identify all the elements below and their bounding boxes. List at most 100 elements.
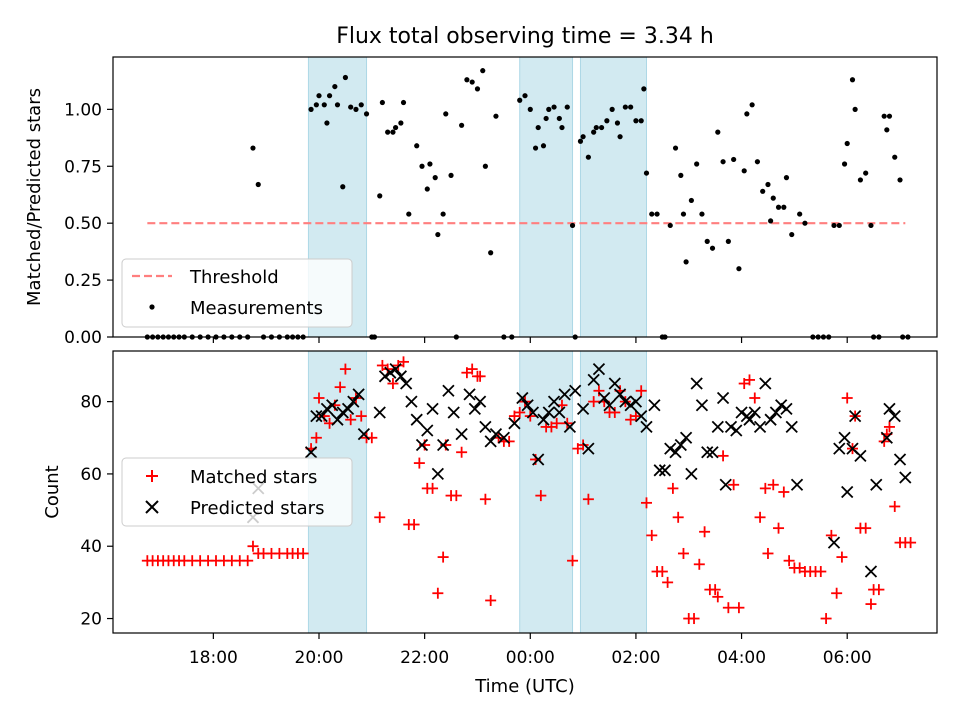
measurement-point <box>556 115 562 122</box>
measurement-point <box>863 170 869 176</box>
plot-frame-top <box>112 56 938 338</box>
predicted-star-point <box>463 388 476 401</box>
predicted-star-point <box>537 413 550 426</box>
predicted-star-point <box>576 402 590 415</box>
legend-bottom: Matched stars Predicted stars <box>121 457 353 527</box>
x-tick-label: 06:00 <box>823 648 872 668</box>
matched-star-point <box>820 613 832 625</box>
predicted-star-point <box>608 377 621 390</box>
measurement-point <box>754 159 761 165</box>
measurement-point <box>400 99 407 106</box>
matched-star-point <box>656 566 668 578</box>
predicted-star-point <box>743 413 756 426</box>
matched-star-point <box>609 406 621 418</box>
predicted-star-point <box>447 406 460 419</box>
measurement-point <box>725 238 731 244</box>
measurement-point <box>699 211 705 217</box>
measurement-point <box>897 177 903 183</box>
matched-star-point <box>310 432 322 444</box>
predicted-star-point <box>679 431 693 444</box>
measurement-point <box>432 175 438 181</box>
measurement-point <box>591 129 597 135</box>
measurement-point <box>836 222 842 229</box>
y-tick-label-top: 0.75 <box>64 157 102 177</box>
predicted-star-point <box>426 402 439 415</box>
observing-window-bottom-2 <box>579 350 647 634</box>
predicted-star-point <box>613 388 627 401</box>
measurement-point <box>797 211 803 217</box>
matched-star-point <box>413 457 425 469</box>
predicted-star-point <box>357 428 371 441</box>
measurement-point <box>517 97 523 103</box>
y-axis-label-top: Matched/Predicted stars <box>24 88 45 306</box>
legend-measurement-swatch <box>149 304 155 310</box>
matched-star-point <box>767 479 779 491</box>
matched-star-point <box>883 421 895 433</box>
matched-star-point <box>836 551 848 563</box>
measurement-point <box>435 231 441 238</box>
y-tick-label-top: 0.50 <box>64 214 102 234</box>
predicted-star-point <box>598 391 611 405</box>
x-tick-label: 22:00 <box>400 648 449 668</box>
measurement-point <box>831 222 837 229</box>
measurement-point <box>543 115 549 122</box>
measurement-point <box>783 175 790 181</box>
x-axis-label: Time (UTC) <box>474 676 575 697</box>
measurement-point <box>379 99 385 106</box>
predicted-star-point <box>841 485 854 499</box>
measurement-point <box>326 93 333 99</box>
matched-star-point <box>297 547 309 559</box>
chart-title: Flux total observing time = 3.34 h <box>336 24 714 49</box>
measurement-point <box>390 129 396 135</box>
measurement-point <box>604 118 610 124</box>
predicted-star-point <box>431 467 444 481</box>
predicted-star-point <box>880 431 893 444</box>
matched-star-point <box>334 381 346 393</box>
predicted-star-point <box>706 446 719 459</box>
y-tick-label-top: 0.00 <box>64 328 102 348</box>
measurement-point <box>852 106 858 112</box>
predicted-star-point <box>405 395 418 408</box>
matched-star-point <box>865 598 877 610</box>
predicted-star-point <box>421 424 434 437</box>
measurement-point <box>363 111 370 117</box>
measurement-point <box>250 145 256 151</box>
measurement-point <box>532 145 539 151</box>
measurement-point <box>559 124 565 131</box>
predicted-star-point <box>373 406 386 419</box>
predicted-star-point <box>629 395 643 408</box>
predicted-star-point <box>592 362 606 376</box>
predicted-star-point <box>473 395 487 408</box>
matched-star-point <box>635 385 647 397</box>
predicted-star-point <box>336 406 349 419</box>
measurement-point <box>886 113 893 119</box>
measurement-point <box>316 93 322 99</box>
predicted-star-point <box>648 399 661 412</box>
predicted-star-point <box>658 464 672 477</box>
matched-star-point <box>437 551 449 563</box>
measurement-point <box>731 156 737 163</box>
measurement-point <box>884 127 890 133</box>
predicted-star-point <box>664 442 677 455</box>
matched-star-point <box>717 450 729 462</box>
y-tick-label-bottom: 40 <box>80 537 102 557</box>
measurement-point <box>414 143 420 149</box>
matched-star-point <box>567 555 579 567</box>
matched-star-point <box>339 363 351 375</box>
measurement-point <box>749 102 755 108</box>
matched-star-point <box>688 613 700 625</box>
measurement-point <box>482 163 488 169</box>
measurement-point <box>321 102 327 108</box>
predicted-star-point <box>769 406 783 419</box>
matched-star-point <box>677 547 689 559</box>
measurement-point <box>464 77 470 83</box>
matched-star-point <box>815 566 827 578</box>
measurement-point <box>760 188 766 194</box>
matched-star-point <box>408 519 420 531</box>
measurement-point <box>522 93 528 99</box>
predicted-star-point <box>410 413 423 426</box>
predicted-star-point <box>310 409 323 423</box>
measurement-point <box>443 111 449 117</box>
matched-star-point <box>754 511 766 523</box>
